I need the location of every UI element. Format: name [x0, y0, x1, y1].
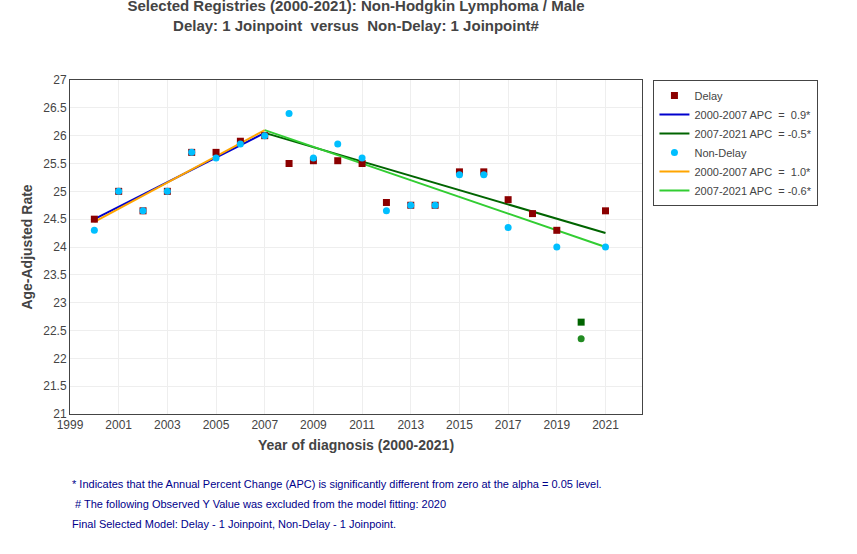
svg-text:22: 22 — [53, 352, 67, 366]
svg-text:Final Selected Model: Delay -: Final Selected Model: Delay - 1 Joinpoin… — [72, 518, 396, 530]
svg-text:27: 27 — [53, 73, 67, 87]
svg-text:2017: 2017 — [495, 418, 522, 432]
svg-text:2009: 2009 — [300, 418, 327, 432]
svg-text:2013: 2013 — [397, 418, 424, 432]
svg-text:2015: 2015 — [446, 418, 473, 432]
svg-text:26.5: 26.5 — [43, 101, 67, 115]
svg-text:24: 24 — [53, 240, 67, 254]
svg-text:2007-2021 APC = -0.6*: 2007-2021 APC = -0.6* — [694, 185, 811, 197]
svg-text:2000-2007 APC = 0.9*: 2000-2007 APC = 0.9* — [694, 109, 811, 121]
svg-text:2007: 2007 — [251, 418, 278, 432]
svg-text:Age-Adjusted Rate: Age-Adjusted Rate — [19, 184, 35, 309]
svg-text:2003: 2003 — [154, 418, 181, 432]
svg-text:25: 25 — [53, 185, 67, 199]
svg-text:2021: 2021 — [592, 418, 619, 432]
svg-text:26: 26 — [53, 129, 67, 143]
svg-text:2001: 2001 — [105, 418, 132, 432]
svg-text:Delay: Delay — [694, 90, 723, 102]
svg-text:* Indicates that the Annual Pe: * Indicates that the Annual Percent Chan… — [72, 478, 602, 490]
svg-text:23: 23 — [53, 296, 67, 310]
svg-text:24.5: 24.5 — [43, 212, 67, 226]
svg-text:2007-2021 APC = -0.5*: 2007-2021 APC = -0.5* — [694, 128, 811, 140]
svg-text:21.5: 21.5 — [43, 379, 67, 393]
svg-text:25.5: 25.5 — [43, 157, 67, 171]
svg-text:2000-2007 APC = 1.0*: 2000-2007 APC = 1.0* — [694, 166, 811, 178]
svg-text:Selected Registries (2000-2021: Selected Registries (2000-2021): Non-Hod… — [127, 0, 584, 34]
svg-text:23.5: 23.5 — [43, 268, 67, 282]
svg-text:1999: 1999 — [57, 418, 84, 432]
svg-text:2005: 2005 — [203, 418, 230, 432]
svg-text:21: 21 — [53, 407, 67, 421]
svg-text:Non-Delay: Non-Delay — [694, 147, 746, 159]
svg-text:2011: 2011 — [349, 418, 375, 432]
svg-text:# The following Observed Y Val: # The following Observed Y Value was exc… — [72, 498, 446, 510]
svg-text:22.5: 22.5 — [43, 324, 67, 338]
svg-text:Year of diagnosis (2000-2021): Year of diagnosis (2000-2021) — [258, 437, 454, 453]
svg-text:2019: 2019 — [543, 418, 570, 432]
